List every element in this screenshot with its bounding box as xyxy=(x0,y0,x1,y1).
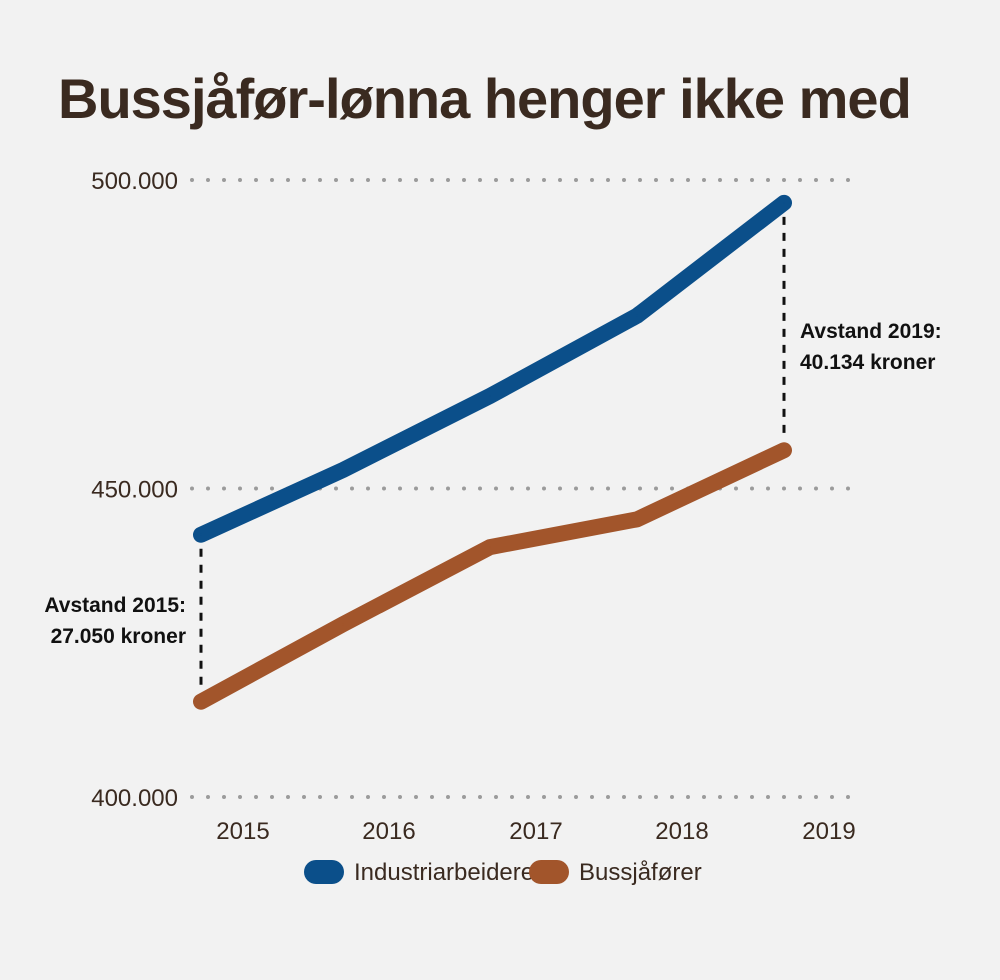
x-tick-label: 2016 xyxy=(362,818,415,845)
data-point xyxy=(783,449,785,452)
annotation-text: 40.134 kroner xyxy=(800,351,935,374)
y-tick-label: 500.000 xyxy=(91,168,178,195)
y-tick-label: 450.000 xyxy=(91,477,178,504)
x-tick-label: 2019 xyxy=(802,818,855,845)
annotation-text: Avstand 2015: xyxy=(44,594,186,617)
data-point xyxy=(342,468,344,471)
legend-label: Industriarbeidere xyxy=(354,859,534,886)
data-point xyxy=(489,394,491,397)
data-point xyxy=(636,518,638,521)
data-point xyxy=(342,623,344,626)
y-tick-label: 400.000 xyxy=(91,785,178,812)
data-point xyxy=(783,201,785,204)
x-tick-label: 2017 xyxy=(509,818,562,845)
annotation-text: Avstand 2019: xyxy=(800,320,942,343)
data-point xyxy=(489,546,491,549)
data-point xyxy=(200,700,202,703)
x-tick-label: 2015 xyxy=(216,818,269,845)
chart-title: Bussjåfør-lønna henger ikke med xyxy=(58,67,912,130)
data-point xyxy=(200,533,202,536)
annotation-text: 27.050 kroner xyxy=(51,625,186,648)
data-point xyxy=(636,314,638,317)
x-tick-label: 2018 xyxy=(655,818,708,845)
legend-label: Bussjåfører xyxy=(579,859,702,886)
